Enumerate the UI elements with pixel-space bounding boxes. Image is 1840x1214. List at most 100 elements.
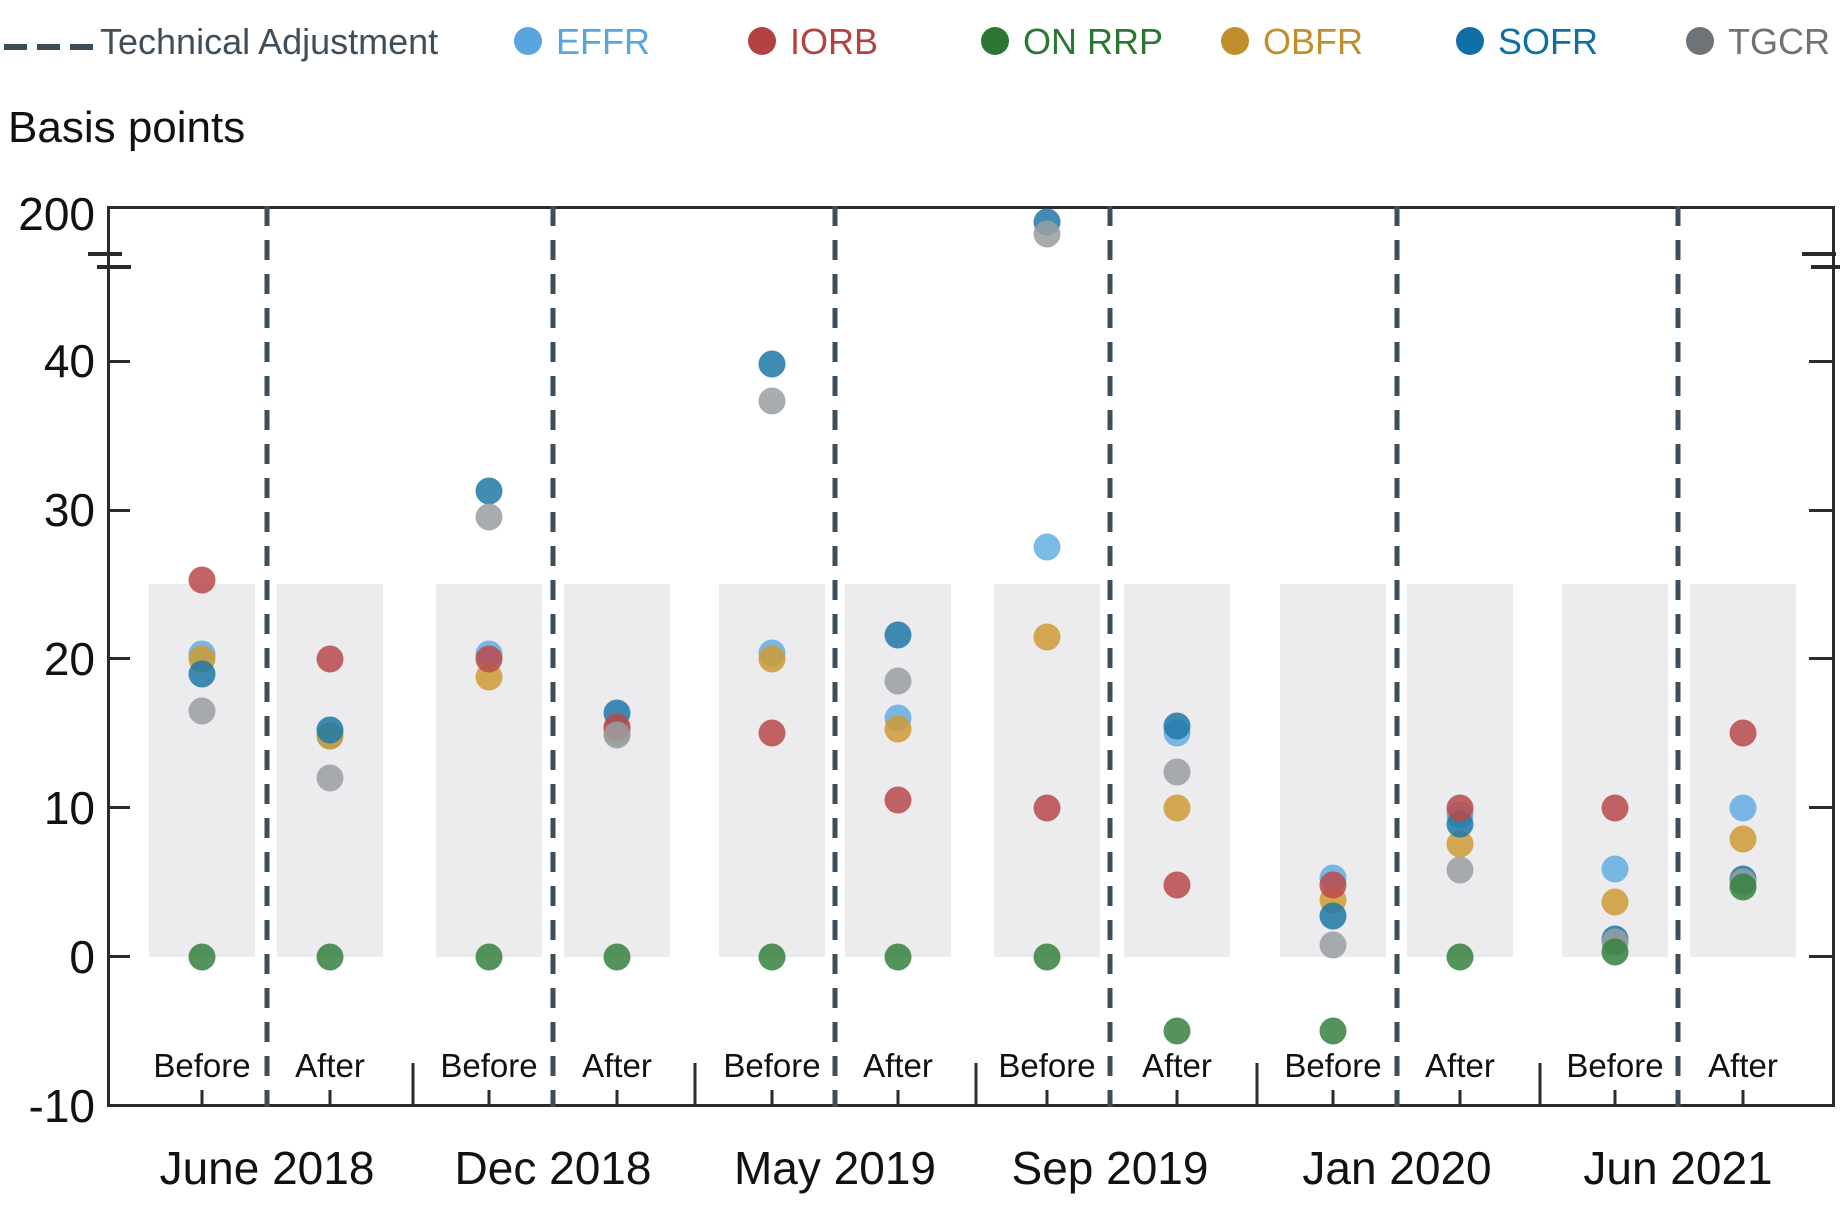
legend-dot-sofr xyxy=(1456,27,1484,55)
column-tick xyxy=(200,1090,204,1105)
y-tick-mark-left xyxy=(107,657,130,661)
data-point-on-rrp xyxy=(1033,943,1061,971)
data-point-tgcr xyxy=(884,667,912,695)
group-separator-tick xyxy=(1538,1063,1542,1105)
group-separator-tick xyxy=(974,1063,978,1105)
date-label: May 2019 xyxy=(733,1142,937,1194)
column-tick xyxy=(770,1090,774,1105)
legend-label-on-rrp: ON RRP xyxy=(1023,21,1164,62)
data-point-tgcr xyxy=(188,697,216,725)
y-tick-mark-right xyxy=(1809,955,1832,959)
data-point-iorb xyxy=(1319,871,1347,899)
column-label-before: Before xyxy=(1284,1047,1382,1084)
data-point-iorb xyxy=(1163,871,1191,899)
data-point-iorb xyxy=(1446,794,1474,822)
data-point-effr xyxy=(1729,794,1757,822)
data-point-on-rrp xyxy=(1319,1017,1347,1045)
data-point-obfr xyxy=(1601,888,1629,916)
data-point-sofr xyxy=(884,621,912,649)
group-separator-tick xyxy=(693,1063,697,1105)
column-label-before: Before xyxy=(440,1047,538,1084)
legend-label-sofr: SOFR xyxy=(1498,21,1599,62)
column-label-after: After xyxy=(863,1047,933,1084)
technical-adjustment-line xyxy=(264,206,270,1107)
column-label-before: Before xyxy=(1566,1047,1664,1084)
data-point-tgcr xyxy=(1033,220,1061,248)
data-point-obfr xyxy=(1033,623,1061,651)
data-point-iorb xyxy=(316,645,344,673)
technical-adjustment-line xyxy=(1107,206,1113,1107)
target-range-band xyxy=(564,584,670,957)
column-tick xyxy=(1045,1090,1049,1105)
data-point-iorb xyxy=(758,719,786,747)
plot-area xyxy=(107,206,1835,1107)
y-tick-mark-left xyxy=(107,955,130,959)
legend-dot-on-rrp xyxy=(981,27,1009,55)
data-point-sofr xyxy=(758,350,786,378)
data-point-tgcr xyxy=(1319,931,1347,959)
data-point-sofr xyxy=(188,660,216,688)
legend-label-iorb: IORB xyxy=(790,21,879,62)
column-label-before: Before xyxy=(723,1047,821,1084)
data-point-on-rrp xyxy=(188,943,216,971)
column-label-after: After xyxy=(1425,1047,1495,1084)
data-point-obfr xyxy=(1729,825,1757,853)
y-tick-mark-right xyxy=(1809,508,1832,512)
data-point-sofr xyxy=(1163,712,1191,740)
data-point-on-rrp xyxy=(1446,943,1474,971)
y-tick-mark-left xyxy=(107,359,130,363)
column-tick xyxy=(1613,1090,1617,1105)
y-axis-title: Basis points xyxy=(8,103,246,152)
axis-break-mark-left xyxy=(88,252,122,256)
date-label: Jan 2020 xyxy=(1302,1142,1492,1194)
data-point-on-rrp xyxy=(884,943,912,971)
column-tick xyxy=(1741,1090,1745,1105)
column-tick xyxy=(1458,1090,1462,1105)
y-tick-label: -10 xyxy=(28,1079,95,1132)
data-point-on-rrp xyxy=(758,943,786,971)
legend-label-tgcr: TGCR xyxy=(1728,21,1830,62)
technical-adjustment-dash-icon xyxy=(4,38,93,56)
data-point-on-rrp xyxy=(1601,938,1629,966)
data-point-effr xyxy=(1601,855,1629,883)
data-point-iorb xyxy=(475,645,503,673)
data-point-tgcr xyxy=(603,721,631,749)
data-point-tgcr xyxy=(758,387,786,415)
y-tick-label: 40 xyxy=(43,335,95,388)
legend: EFFR IORB ON RRP OBFR SOFR TGCR xyxy=(0,0,1840,80)
legend-label-obfr: OBFR xyxy=(1263,21,1364,62)
data-point-obfr xyxy=(884,715,912,743)
data-point-sofr xyxy=(316,716,344,744)
axis-break-mark-right xyxy=(1811,265,1840,269)
column-tick xyxy=(1175,1090,1179,1105)
axis-break-mark-left xyxy=(97,265,131,269)
date-label: Dec 2018 xyxy=(454,1142,652,1194)
data-point-effr xyxy=(1033,533,1061,561)
data-point-obfr xyxy=(758,645,786,673)
y-tick-mark-right xyxy=(1809,806,1832,810)
data-point-iorb xyxy=(1729,719,1757,747)
column-tick xyxy=(896,1090,900,1105)
data-point-tgcr xyxy=(316,764,344,792)
data-point-on-rrp xyxy=(316,943,344,971)
legend-dot-effr xyxy=(514,27,542,55)
y-tick-label: 20 xyxy=(43,632,95,685)
legend-dot-obfr xyxy=(1221,27,1249,55)
target-range-band xyxy=(1407,584,1513,957)
y-tick-mark-left xyxy=(107,806,130,810)
y-tick-label: 200 xyxy=(18,188,95,240)
y-tick-label: 30 xyxy=(43,484,95,536)
y-tick-label: 0 xyxy=(69,930,95,983)
column-label-before: Before xyxy=(153,1047,251,1084)
column-tick xyxy=(328,1090,332,1105)
technical-adjustment-label: Technical Adjustment xyxy=(100,21,439,62)
data-point-tgcr xyxy=(475,503,503,531)
data-point-iorb xyxy=(884,786,912,814)
date-label: June 2018 xyxy=(159,1142,375,1194)
data-point-sofr xyxy=(1319,902,1347,930)
y-tick-mark-right xyxy=(1809,657,1832,661)
column-label-after: After xyxy=(1708,1047,1778,1084)
group-separator-tick xyxy=(1255,1063,1259,1105)
data-point-on-rrp xyxy=(1163,1017,1191,1045)
technical-adjustment-line xyxy=(832,206,838,1107)
